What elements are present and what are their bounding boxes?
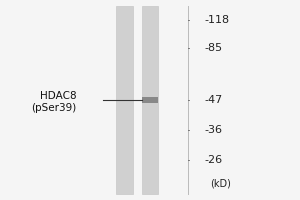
- Text: -36: -36: [204, 125, 222, 135]
- Text: (pSer39): (pSer39): [31, 103, 76, 113]
- Text: -118: -118: [204, 15, 229, 25]
- Text: (kD): (kD): [210, 179, 231, 189]
- Bar: [142, 6, 158, 194]
- Text: -85: -85: [204, 43, 222, 53]
- Text: -26: -26: [204, 155, 222, 165]
- Bar: [142, 97, 158, 103]
- Text: -47: -47: [204, 95, 222, 105]
- Bar: [116, 6, 133, 194]
- Text: HDAC8: HDAC8: [40, 91, 76, 101]
